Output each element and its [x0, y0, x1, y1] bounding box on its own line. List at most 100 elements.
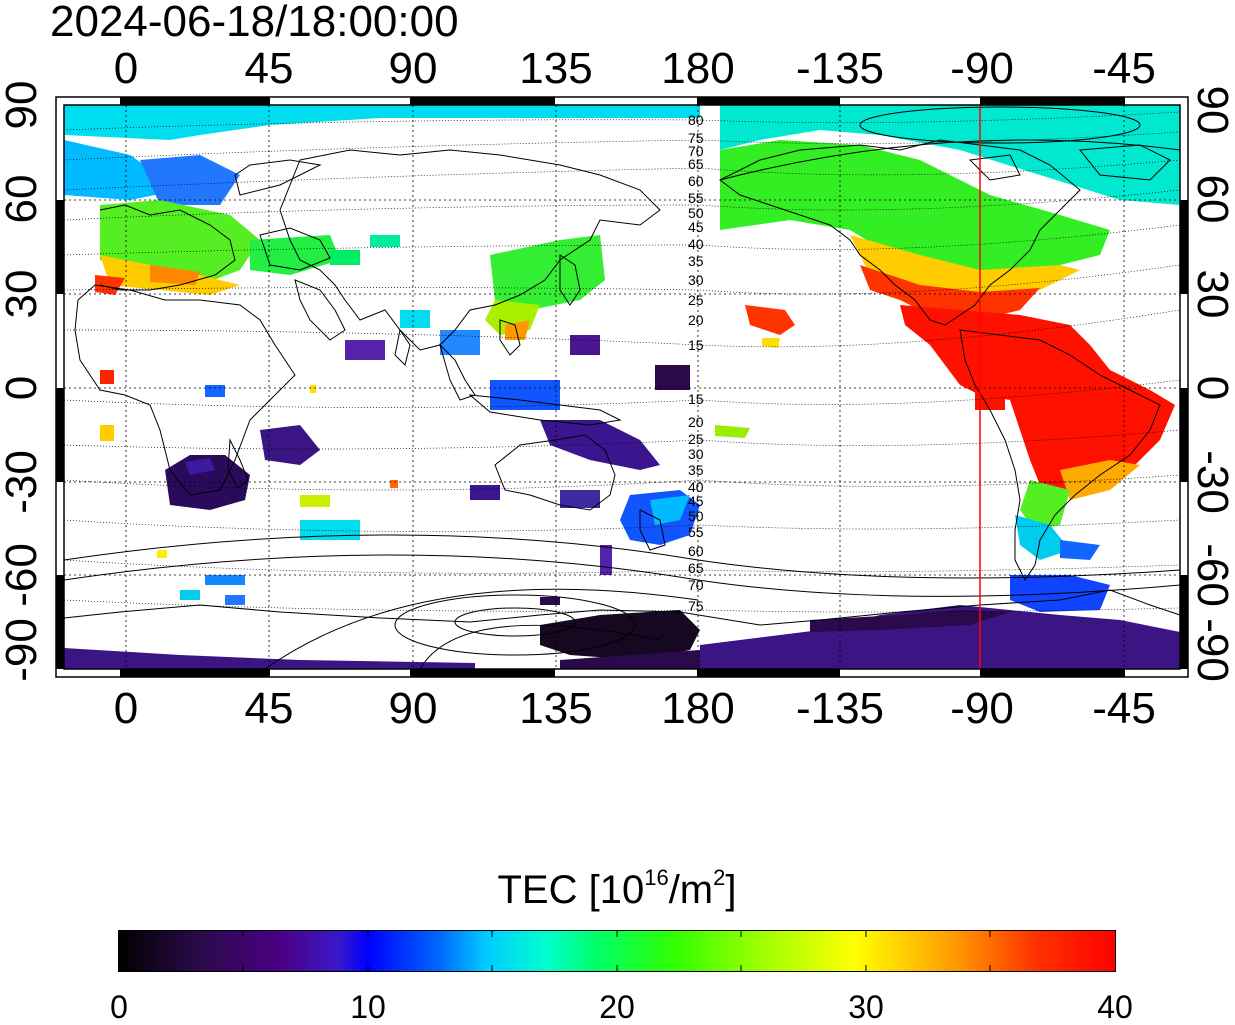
tec-patch: [330, 250, 360, 265]
tec-patch: [900, 305, 1175, 495]
colorbar-title-suffix: ]: [725, 868, 737, 912]
contour-label: 40: [688, 236, 704, 252]
tec-patch: [100, 425, 114, 441]
colorbar: [118, 930, 1116, 972]
contour-label: 15: [688, 391, 704, 407]
bottom-lon-tick: 45: [244, 684, 294, 733]
map-frame: [55, 96, 1189, 678]
contour-label: 55: [688, 190, 704, 206]
tec-patch: [345, 340, 385, 360]
tec-patch: [505, 320, 530, 340]
tec-patch: [540, 420, 660, 470]
tec-patch: [260, 425, 320, 465]
colorbar-tick: 30: [848, 989, 884, 1025]
tec-patch: [64, 105, 700, 140]
tec-patch: [440, 330, 480, 355]
contour-label: 65: [688, 560, 704, 576]
tec-patch: [1060, 460, 1140, 500]
contour-label: 15: [688, 337, 704, 353]
top-lon-tick: 180: [661, 44, 735, 93]
contour-lines: [63, 111, 1181, 613]
tec-patch: [655, 365, 690, 390]
top-lon-tick: 0: [113, 44, 139, 93]
tec-patch: [64, 648, 475, 669]
contour-label: 20: [688, 414, 704, 430]
tec-patch: [720, 140, 1110, 275]
tec-patch: [720, 105, 1180, 205]
colorbar-title-sup2: 2: [713, 865, 726, 890]
contour-label: 80: [688, 112, 704, 128]
colorbar-title-sup1: 16: [644, 865, 669, 890]
top-lon-tick: -90: [950, 44, 1014, 93]
contour-label: 30: [688, 272, 704, 288]
contour-label: 40: [688, 479, 704, 495]
tec-patch: [390, 480, 398, 488]
tec-patch: [470, 485, 500, 500]
tec-patch: [300, 495, 330, 507]
contour-label: 60: [688, 173, 704, 189]
colorbar-title-mid: /m: [668, 868, 714, 912]
frame-ticks: [56, 97, 1188, 677]
tec-map: 80 75 70 65 60 55 50 45 40 35 30 25 20 1…: [55, 96, 1189, 678]
tec-patch: [95, 275, 125, 295]
tec-patch: [150, 265, 200, 285]
colorbar-title: TEC [1016/m2]: [497, 866, 736, 914]
contour-label: 25: [688, 292, 704, 308]
tec-patch: [400, 310, 430, 328]
tec-patch: [745, 305, 795, 335]
tec-patch: [540, 610, 700, 660]
tec-patch: [762, 338, 780, 348]
tec-patch: [1015, 515, 1070, 560]
tec-patch: [157, 550, 167, 558]
tec-patch: [1020, 480, 1070, 530]
bottom-lon-tick: -135: [795, 684, 885, 733]
tec-patch: [490, 380, 560, 410]
contour-label: 20: [688, 312, 704, 328]
tec-patch: [490, 235, 605, 310]
tec-patch: [810, 610, 1010, 632]
bottom-lon-tick: 0: [113, 684, 139, 733]
contour-label: 75: [688, 598, 704, 614]
tec-patch: [64, 140, 180, 200]
tec-patch: [225, 595, 245, 605]
contour-label: 45: [688, 219, 704, 235]
contour-label: 65: [688, 156, 704, 172]
bottom-lon-tick: 135: [519, 684, 593, 733]
contour-label: 50: [688, 205, 704, 221]
tec-patch: [185, 458, 215, 475]
top-lon-tick: 135: [519, 44, 593, 93]
graticule: [64, 105, 1180, 669]
contour-label: 60: [688, 543, 704, 559]
colorbar-tick: 0: [110, 989, 128, 1025]
coastlines: [63, 139, 1181, 626]
tec-patch: [715, 425, 750, 438]
tec-patch: [570, 335, 600, 355]
tec-patch: [180, 590, 200, 600]
contour-labels-south: 15 20 25 30 35 40 45 50 55 60 65 70 75: [688, 391, 704, 614]
tec-patch: [205, 575, 245, 585]
tec-patch: [650, 495, 690, 525]
tec-patch: [300, 520, 360, 540]
colorbar-tick: 20: [599, 989, 635, 1025]
contour-label: 75: [688, 130, 704, 146]
contour-label: 70: [688, 577, 704, 593]
colorbar-tick: 10: [350, 989, 386, 1025]
top-lon-tick: -135: [795, 44, 885, 93]
contour-label: 45: [688, 493, 704, 509]
top-lon-tick: 90: [388, 44, 438, 93]
tec-patch: [140, 155, 240, 205]
tec-data-patches: [64, 105, 1180, 669]
tec-patch: [700, 605, 1180, 669]
contour-label: 35: [688, 253, 704, 269]
tec-patch: [310, 385, 316, 393]
bottom-lon-tick: -90: [950, 684, 1014, 733]
tec-patch: [560, 490, 600, 508]
contour-label: 70: [688, 143, 704, 159]
colorbar-ticks: [242, 931, 991, 971]
tec-patch: [850, 235, 1080, 295]
colorbar-tick: 40: [1097, 989, 1133, 1025]
tec-patch: [540, 597, 560, 605]
contour-labels-north: 80 75 70 65 60 55 50 45 40 35 30 25 20 1…: [688, 112, 704, 353]
contour-label: 25: [688, 431, 704, 447]
top-lon-tick: 45: [244, 44, 294, 93]
